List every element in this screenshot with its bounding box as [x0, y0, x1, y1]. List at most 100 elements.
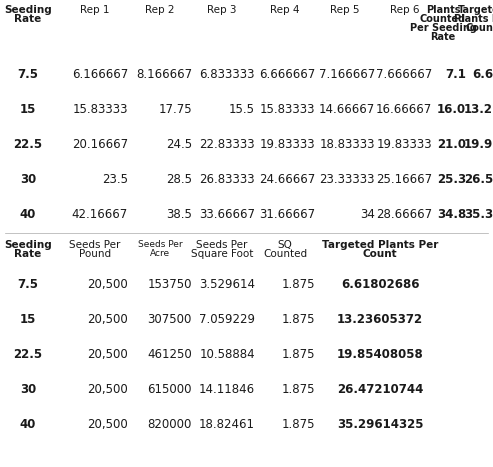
Text: Rate: Rate — [430, 32, 456, 42]
Text: 40: 40 — [20, 418, 36, 431]
Text: Rep 4: Rep 4 — [270, 5, 300, 15]
Text: Per Seeding: Per Seeding — [410, 23, 476, 33]
Text: Count: Count — [466, 23, 493, 33]
Text: 10.58884: 10.58884 — [199, 348, 255, 361]
Text: Seeding: Seeding — [4, 5, 52, 15]
Text: 34: 34 — [360, 208, 375, 221]
Text: 16.66667: 16.66667 — [376, 103, 432, 116]
Text: 20,500: 20,500 — [87, 348, 128, 361]
Text: 34.8: 34.8 — [437, 208, 466, 221]
Text: 26.5: 26.5 — [464, 173, 493, 186]
Text: Square Foot: Square Foot — [191, 249, 253, 259]
Text: 35.29614325: 35.29614325 — [337, 418, 423, 431]
Text: 1.875: 1.875 — [282, 383, 315, 396]
Text: Rep 5: Rep 5 — [330, 5, 360, 15]
Text: Rate: Rate — [14, 14, 41, 24]
Text: 615000: 615000 — [147, 383, 192, 396]
Text: Seeding: Seeding — [4, 240, 52, 250]
Text: 18.82461: 18.82461 — [199, 418, 255, 431]
Text: 25.3: 25.3 — [437, 173, 466, 186]
Text: 6.833333: 6.833333 — [200, 68, 255, 81]
Text: 6.666667: 6.666667 — [259, 68, 315, 81]
Text: 8.166667: 8.166667 — [136, 68, 192, 81]
Text: 26.47210744: 26.47210744 — [337, 383, 423, 396]
Text: 307500: 307500 — [147, 313, 192, 326]
Text: Targeted: Targeted — [458, 5, 493, 15]
Text: Seeds Per: Seeds Per — [138, 240, 182, 249]
Text: Seeds Per: Seeds Per — [196, 240, 247, 250]
Text: 33.66667: 33.66667 — [199, 208, 255, 221]
Text: 20,500: 20,500 — [87, 313, 128, 326]
Text: 14.66667: 14.66667 — [319, 103, 375, 116]
Text: 40: 40 — [20, 208, 36, 221]
Text: 1.875: 1.875 — [282, 348, 315, 361]
Text: 7.5: 7.5 — [17, 278, 38, 291]
Text: 20,500: 20,500 — [87, 418, 128, 431]
Text: 22.5: 22.5 — [13, 348, 42, 361]
Text: 31.66667: 31.66667 — [259, 208, 315, 221]
Text: Rate: Rate — [14, 249, 41, 259]
Text: Counted: Counted — [420, 14, 466, 24]
Text: 30: 30 — [20, 173, 36, 186]
Text: 19.83333: 19.83333 — [376, 138, 432, 151]
Text: 13.2: 13.2 — [464, 103, 493, 116]
Text: 42.16667: 42.16667 — [72, 208, 128, 221]
Text: 19.85408058: 19.85408058 — [337, 348, 423, 361]
Text: 18.83333: 18.83333 — [319, 138, 375, 151]
Text: Count: Count — [363, 249, 397, 259]
Text: 24.66667: 24.66667 — [259, 173, 315, 186]
Text: 19.9: 19.9 — [464, 138, 493, 151]
Text: 20,500: 20,500 — [87, 278, 128, 291]
Text: 23.5: 23.5 — [102, 173, 128, 186]
Text: Rep 2: Rep 2 — [145, 5, 175, 15]
Text: 25.16667: 25.16667 — [376, 173, 432, 186]
Text: Acre: Acre — [150, 249, 170, 258]
Text: 38.5: 38.5 — [166, 208, 192, 221]
Text: Rep 6: Rep 6 — [390, 5, 420, 15]
Text: 7.166667: 7.166667 — [319, 68, 375, 81]
Text: 7.5: 7.5 — [17, 68, 38, 81]
Text: Rep 3: Rep 3 — [207, 5, 237, 15]
Text: SQ: SQ — [278, 240, 292, 250]
Text: Rep 1: Rep 1 — [80, 5, 110, 15]
Text: 7.1: 7.1 — [445, 68, 466, 81]
Text: 17.75: 17.75 — [158, 103, 192, 116]
Text: Plants Per: Plants Per — [454, 14, 493, 24]
Text: Plants: Plants — [426, 5, 460, 15]
Text: 16.0: 16.0 — [437, 103, 466, 116]
Text: 6.61802686: 6.61802686 — [341, 278, 419, 291]
Text: 26.83333: 26.83333 — [199, 173, 255, 186]
Text: 19.83333: 19.83333 — [259, 138, 315, 151]
Text: 820000: 820000 — [147, 418, 192, 431]
Text: 24.5: 24.5 — [166, 138, 192, 151]
Text: 28.5: 28.5 — [166, 173, 192, 186]
Text: 15: 15 — [20, 103, 36, 116]
Text: 21.0: 21.0 — [437, 138, 466, 151]
Text: 22.83333: 22.83333 — [199, 138, 255, 151]
Text: 28.66667: 28.66667 — [376, 208, 432, 221]
Text: 15.83333: 15.83333 — [72, 103, 128, 116]
Text: 20,500: 20,500 — [87, 383, 128, 396]
Text: 35.3: 35.3 — [464, 208, 493, 221]
Text: 15.83333: 15.83333 — [259, 103, 315, 116]
Text: Pound: Pound — [79, 249, 111, 259]
Text: Counted: Counted — [263, 249, 307, 259]
Text: 14.11846: 14.11846 — [199, 383, 255, 396]
Text: 30: 30 — [20, 383, 36, 396]
Text: 1.875: 1.875 — [282, 418, 315, 431]
Text: 6.166667: 6.166667 — [72, 68, 128, 81]
Text: 13.23605372: 13.23605372 — [337, 313, 423, 326]
Text: 6.6: 6.6 — [472, 68, 493, 81]
Text: 22.5: 22.5 — [13, 138, 42, 151]
Text: 7.059229: 7.059229 — [199, 313, 255, 326]
Text: 1.875: 1.875 — [282, 278, 315, 291]
Text: 20.16667: 20.16667 — [72, 138, 128, 151]
Text: Seeds Per: Seeds Per — [70, 240, 121, 250]
Text: Targeted Plants Per: Targeted Plants Per — [322, 240, 438, 250]
Text: 3.529614: 3.529614 — [199, 278, 255, 291]
Text: 7.666667: 7.666667 — [376, 68, 432, 81]
Text: 1.875: 1.875 — [282, 313, 315, 326]
Text: 15: 15 — [20, 313, 36, 326]
Text: 23.33333: 23.33333 — [319, 173, 375, 186]
Text: 153750: 153750 — [147, 278, 192, 291]
